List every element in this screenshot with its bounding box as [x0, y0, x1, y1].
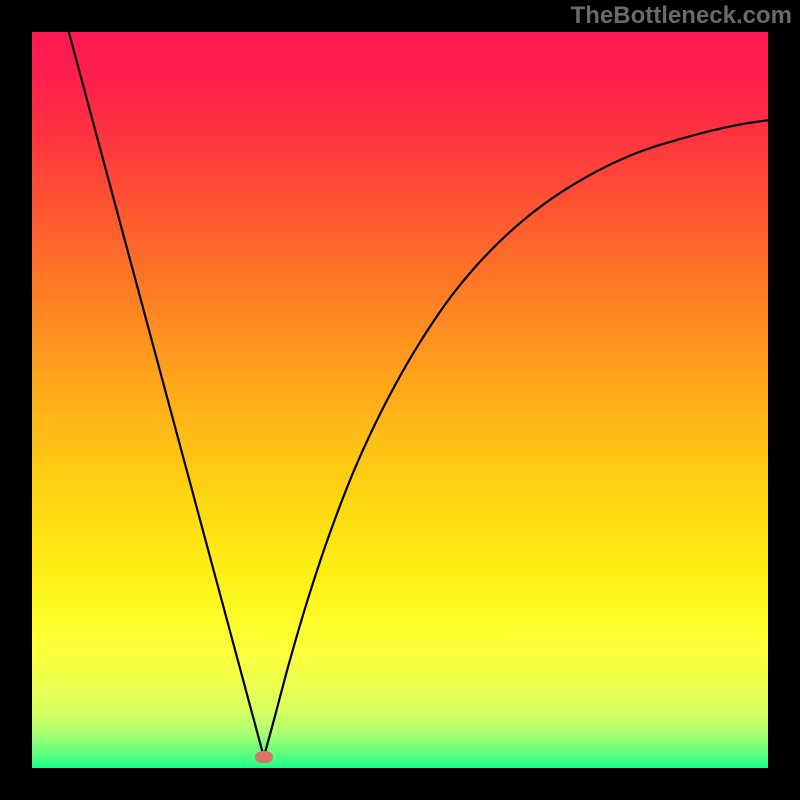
optimum-marker	[255, 751, 273, 763]
bottleneck-curve	[32, 32, 768, 768]
plot-area	[32, 32, 768, 768]
watermark-text: TheBottleneck.com	[571, 2, 792, 30]
chart-root: TheBottleneck.com	[0, 0, 800, 800]
